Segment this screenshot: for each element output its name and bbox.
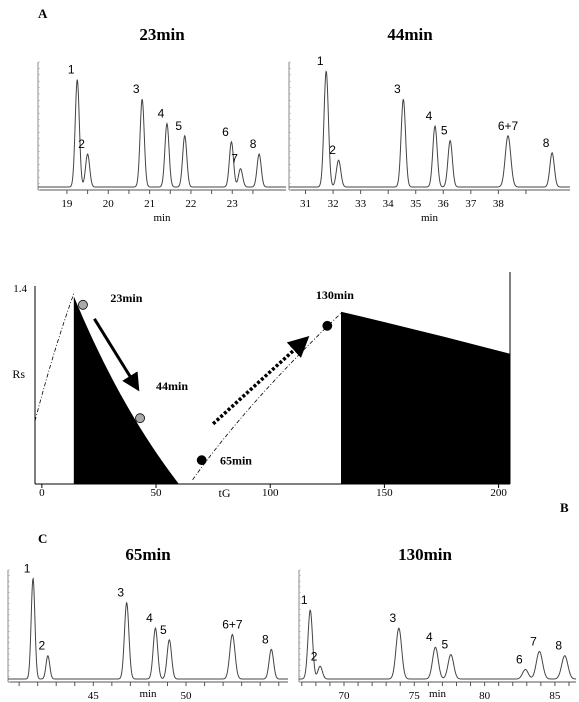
annotation-label: 23min [110, 291, 142, 305]
peak-label: 4 [146, 611, 153, 625]
peak-label: 8 [250, 137, 257, 151]
panel-letter-b: B [560, 500, 569, 515]
chromatogram-trace [289, 70, 570, 188]
x-tick-label: 36 [438, 198, 450, 210]
peak-label: 7 [530, 634, 537, 648]
x-axis-label: min [139, 688, 157, 700]
x-axis-label: tG [219, 486, 231, 500]
peak-label: 4 [426, 109, 433, 123]
peak-label: 1 [24, 561, 31, 575]
peak-label: 1 [301, 593, 308, 607]
x-tick-label: 38 [493, 198, 505, 210]
peak-label: 5 [175, 119, 182, 133]
chromatogram-trace [8, 576, 288, 680]
middle-curve [192, 312, 342, 481]
peak-label: 2 [78, 137, 85, 151]
left-curve [34, 293, 75, 422]
peak-label: 7 [231, 152, 238, 166]
chart-title: 130min [398, 545, 452, 564]
peak-label: 3 [117, 586, 124, 600]
peak-label: 6+7 [222, 617, 243, 631]
solid-arrow [93, 318, 140, 392]
peak-label: 8 [262, 632, 269, 646]
chart-title: 44min [387, 25, 433, 44]
x-tick-label: 34 [383, 198, 395, 210]
peak-label: 1 [68, 63, 75, 77]
x-tick-label: 37 [465, 198, 477, 210]
x-tick-label: 85 [549, 690, 561, 702]
peak-label: 2 [311, 649, 318, 663]
x-tick-label: 21 [144, 198, 155, 210]
x-axis-label: min [421, 212, 439, 224]
peak-label: 5 [441, 124, 448, 138]
chromatogram-trace [38, 79, 286, 188]
y-axis-label: Rs [12, 367, 25, 381]
annotation-label: 44min [156, 379, 188, 393]
x-tick-label: 23 [227, 198, 239, 210]
x-tick-label: 45 [88, 690, 100, 702]
annotation-label: 130min [316, 288, 354, 302]
chart-title: 23min [139, 25, 185, 44]
left-region [73, 296, 179, 484]
peak-label: 3 [133, 82, 140, 96]
x-tick-label: 100 [262, 487, 279, 499]
peak-label: 6 [222, 125, 229, 139]
x-tick-label: 150 [376, 487, 393, 499]
right-region [341, 311, 510, 484]
peak-label: 5 [160, 623, 167, 637]
panel-letter-a: A [38, 6, 48, 21]
x-tick-label: 33 [355, 198, 367, 210]
peak-label: 8 [543, 136, 550, 150]
x-tick-label: 200 [490, 487, 507, 499]
peak-label: 6+7 [498, 119, 519, 133]
x-tick-label: 35 [410, 198, 422, 210]
chart-title: 65min [125, 545, 171, 564]
peak-label: 4 [426, 630, 433, 644]
peak-label: 1 [317, 54, 324, 68]
data-point-marker [78, 299, 88, 310]
data-point-marker [135, 413, 145, 424]
x-tick-label: 75 [409, 690, 421, 702]
x-tick-label: 80 [479, 690, 491, 702]
x-tick-label: 0 [39, 487, 45, 499]
annotation-label: 65min [220, 453, 252, 467]
x-tick-label: 31 [300, 198, 311, 210]
y-tick-label: 1.4 [13, 283, 27, 295]
peak-label: 5 [442, 638, 449, 652]
x-tick-label: 32 [328, 198, 339, 210]
data-point-marker [322, 320, 333, 331]
chromatogram-trace [299, 609, 577, 680]
x-tick-label: 22 [185, 198, 196, 210]
x-tick-label: 20 [103, 198, 115, 210]
x-tick-label: 70 [338, 690, 350, 702]
peak-label: 6 [516, 652, 523, 666]
chromatogram-65min: 65min 45 50 min 1 2 3 45 6+7 8 [7, 545, 288, 702]
data-point-marker [196, 455, 207, 466]
x-axis-label: min [153, 212, 171, 224]
peak-label: 3 [394, 82, 401, 96]
peak-label: 2 [39, 639, 46, 653]
x-axis-label: min [429, 688, 447, 700]
x-tick-label: 50 [151, 487, 163, 499]
dotted-arrow [211, 336, 310, 426]
resolution-map-chart: 1.4 Rs 0 50 100 150 200 tG 23min 44min 65min 130min [12, 272, 511, 500]
x-tick-label: 19 [61, 198, 73, 210]
x-tick-label: 50 [181, 690, 193, 702]
panel-letter-c: C [38, 531, 47, 546]
peak-label: 2 [329, 143, 336, 157]
peak-label: 8 [555, 639, 562, 653]
peak-label: 4 [158, 107, 165, 121]
peak-label: 3 [389, 611, 396, 625]
